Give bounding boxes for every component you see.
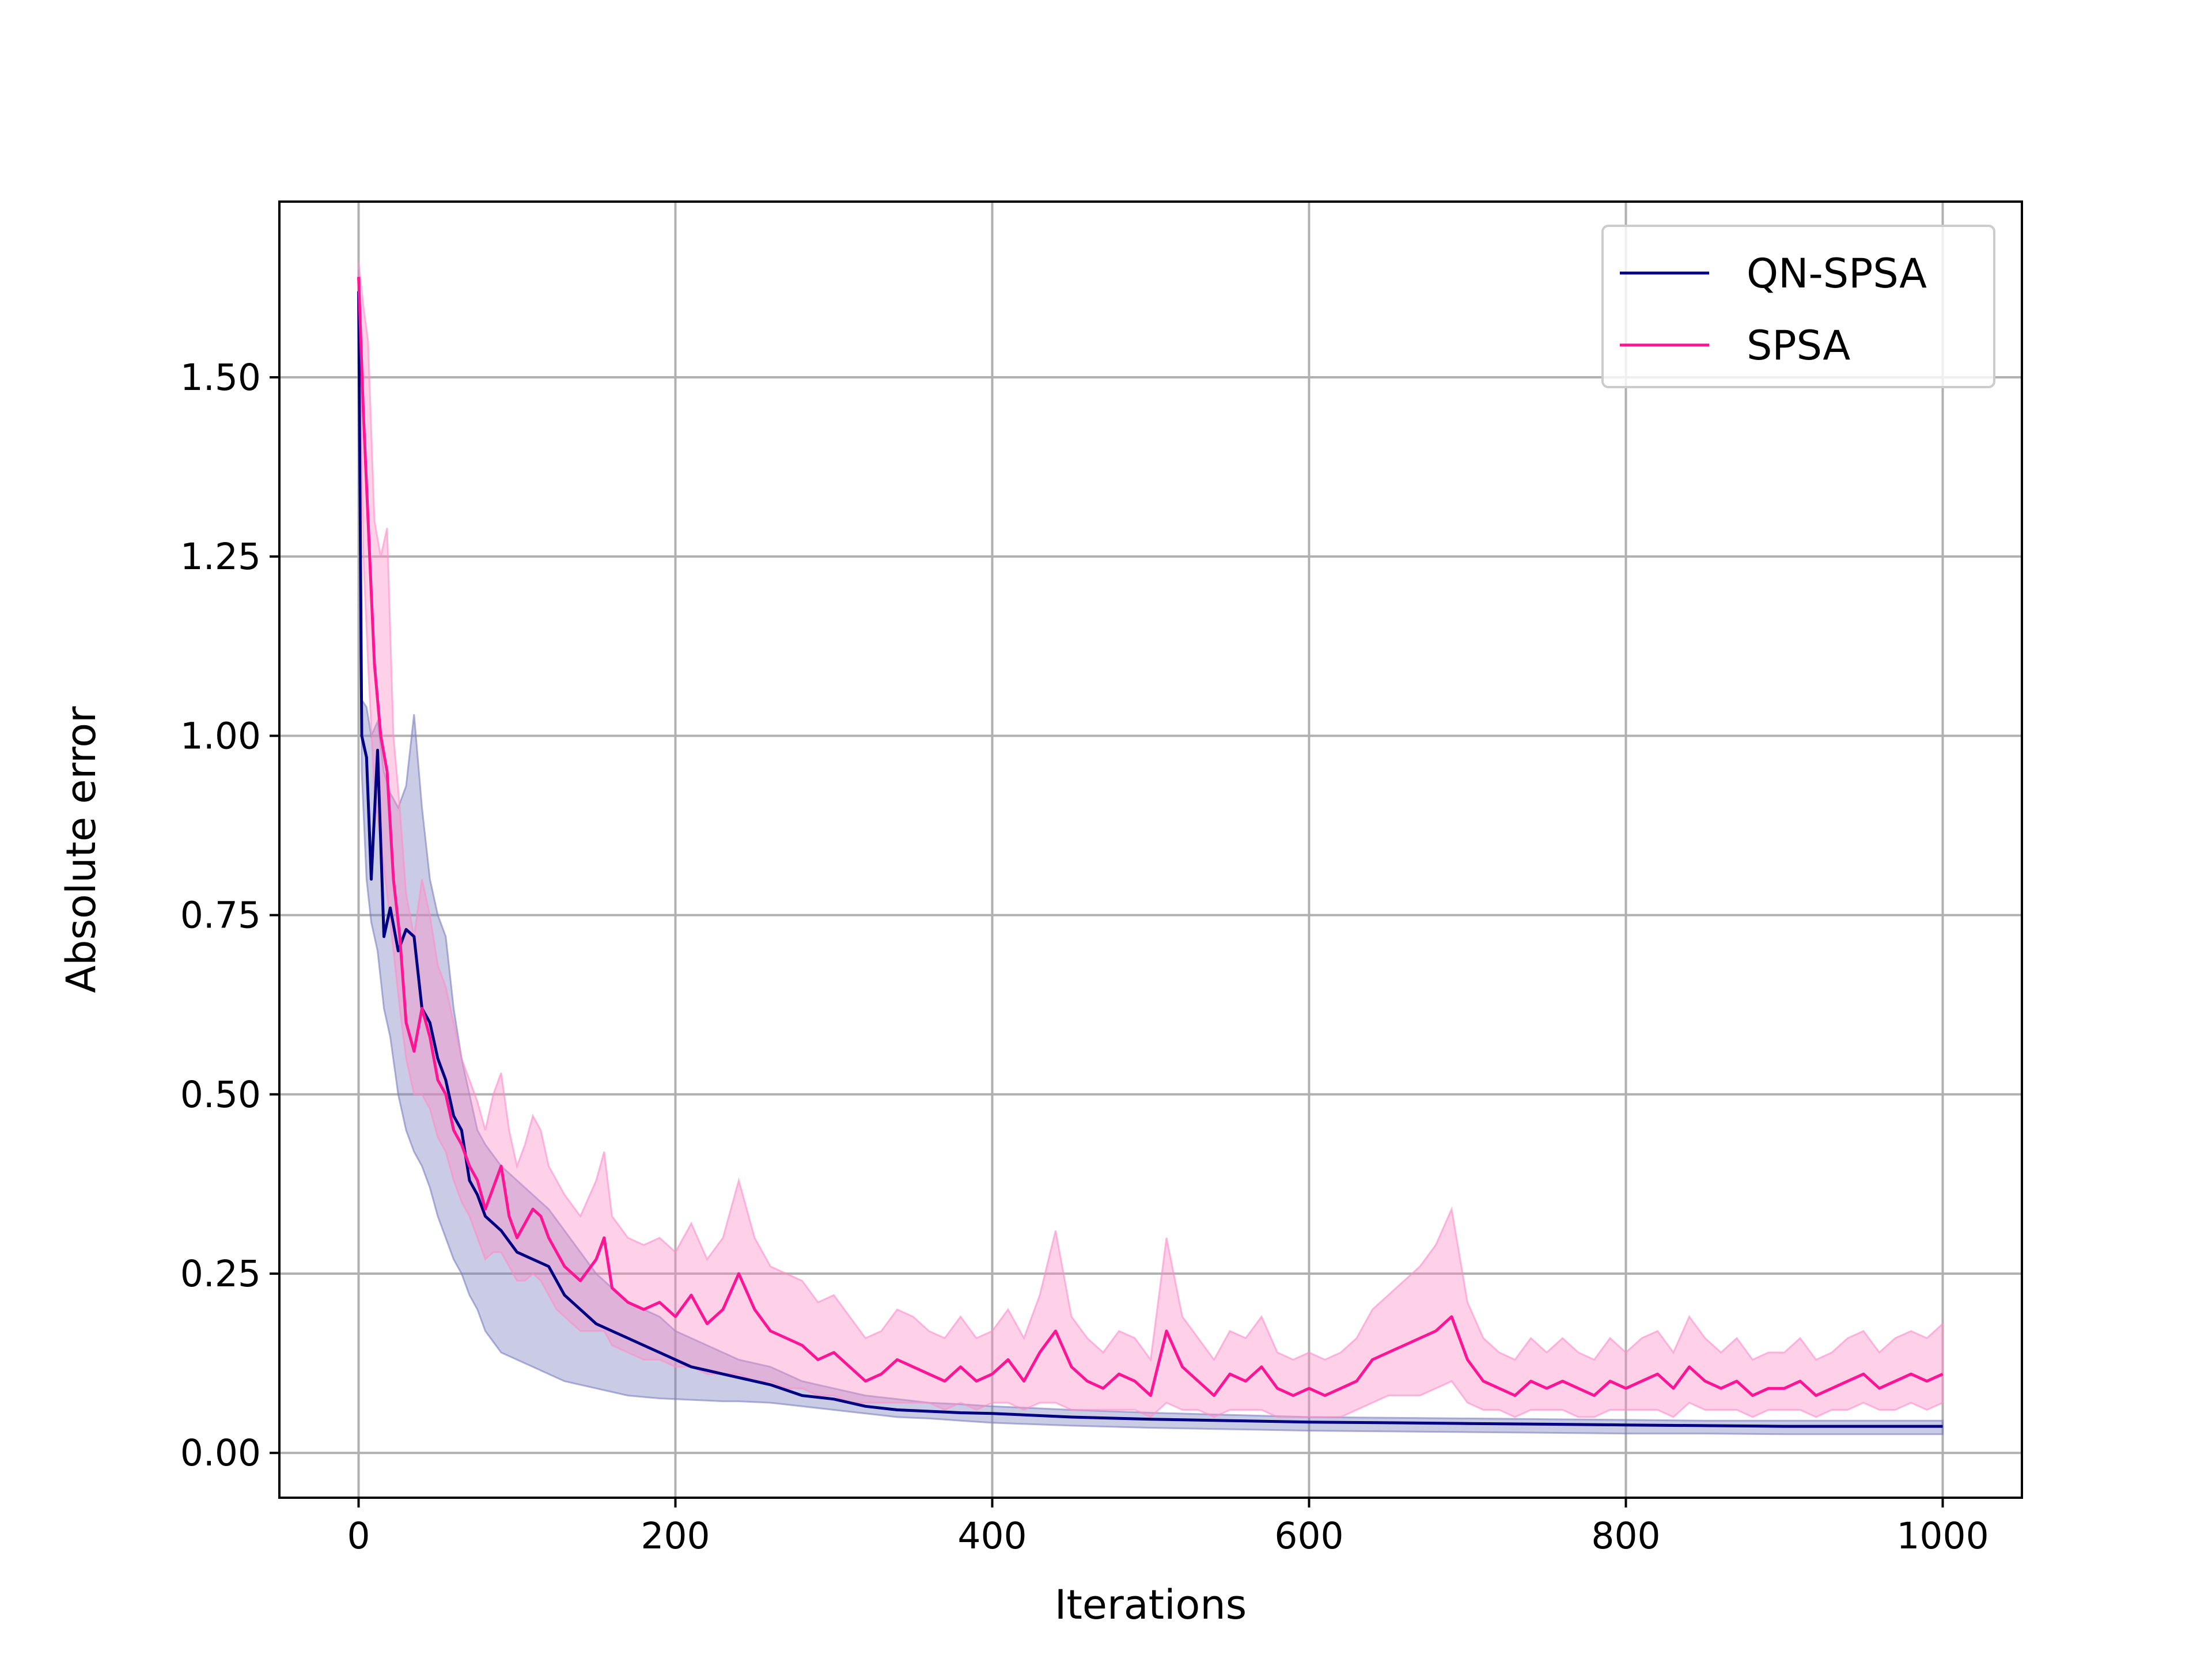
series-lines	[357, 276, 1944, 1428]
y-axis-label: Absolute error	[58, 706, 105, 993]
x-tick-label: 400	[957, 1515, 1027, 1557]
y-axis-ticks: 0.00 0.25 0.50 0.75 1.00 1.25 1.50	[180, 357, 279, 1474]
legend-box	[1601, 225, 1995, 388]
plot-area-frame	[278, 200, 2023, 1499]
x-tick-label: 600	[1274, 1515, 1343, 1557]
y-tick-label: 0.50	[180, 1074, 261, 1116]
confidence-bands	[358, 262, 1944, 1435]
legend: QN-SPSA SPSA	[1601, 225, 1995, 388]
x-tick-label: 0	[347, 1515, 370, 1557]
band-qn-spsa	[358, 270, 1944, 1435]
y-tick-label: 0.00	[180, 1432, 261, 1474]
x-axis-ticks: 0 200 400 600 800 1000	[347, 1498, 1989, 1557]
series-line-qn-spsa	[357, 291, 1943, 1428]
y-tick-label: 1.50	[180, 357, 261, 399]
y-tick-label: 0.75	[180, 895, 261, 937]
band-spsa	[358, 262, 1944, 1418]
x-tick-label: 200	[641, 1515, 710, 1557]
series-line-spsa	[357, 276, 1944, 1397]
y-tick-label: 0.25	[180, 1253, 261, 1295]
legend-label-qn-spsa: QN-SPSA	[1747, 250, 1927, 297]
y-tick-label: 1.00	[180, 715, 261, 757]
legend-label-spsa: SPSA	[1747, 322, 1850, 369]
x-tick-label: 1000	[1896, 1515, 1988, 1557]
x-tick-label: 800	[1591, 1515, 1660, 1557]
y-tick-label: 1.25	[180, 536, 261, 578]
x-axis-label: Iterations	[1055, 1581, 1247, 1628]
